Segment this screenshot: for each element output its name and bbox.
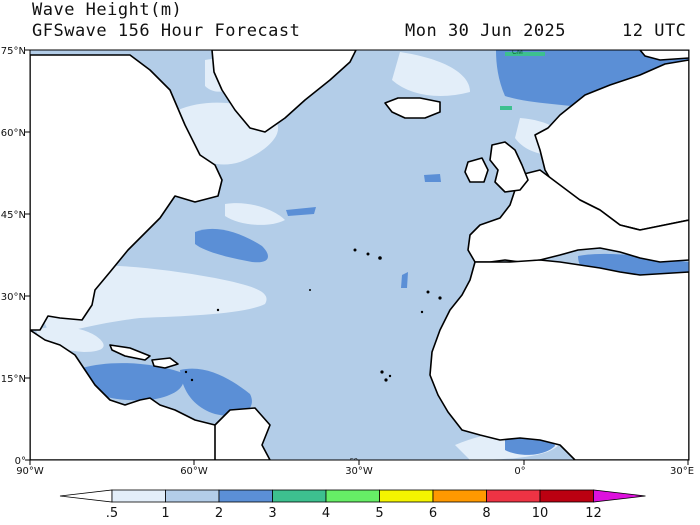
lat-tick-label: 15°N (1, 374, 26, 385)
colorbar-label: 4 (322, 506, 330, 521)
rough-zone-small-a (286, 207, 316, 216)
colorbar-label: 2 (215, 506, 223, 521)
colorbar-label: 10 (532, 506, 549, 521)
colorbar-swatch (486, 489, 541, 503)
colorbar-swatch (432, 489, 487, 503)
rough-zone-south-caribbean (180, 368, 252, 416)
lon-tick-label: 30°E (670, 466, 694, 477)
land-africa (429, 259, 689, 460)
colorbar-swatch (165, 489, 220, 503)
land-south-america (214, 407, 271, 460)
high-zone-patch-b (505, 52, 545, 56)
land-europe-mainland (467, 169, 689, 263)
lat-tick-label: 45°N (1, 210, 26, 221)
colorbar-label: 6 (429, 506, 437, 521)
land-iceland (384, 97, 441, 119)
land-british-isles (489, 141, 529, 193)
colorbar-swatch (111, 489, 166, 503)
small-islands (184, 248, 442, 382)
colorbar-min-arrow (59, 489, 113, 503)
colorbar-swatch (218, 489, 273, 503)
lon-tick-label: 0° (514, 466, 525, 477)
colorbar-swatch (325, 489, 380, 503)
calm-zone-central (225, 203, 285, 225)
forecast-time: 12 UTC (622, 21, 687, 41)
colorbar-max-arrow (593, 489, 646, 503)
rough-zone-small-b (424, 174, 441, 182)
map-label-cm: CM (512, 49, 523, 56)
calm-zone-arctic (392, 52, 470, 96)
chart-subtitle: GFSwave 156 Hour Forecast (32, 21, 301, 41)
lon-tick-label: 60°W (180, 466, 208, 477)
land-ireland (464, 157, 489, 183)
lon-axis: 90°W 60°W 30°W 0° 30°E (16, 460, 694, 477)
colorbar-label: .5 (106, 506, 118, 521)
land-svalbard (639, 50, 689, 61)
forecast-date: Mon 30 Jun 2025 (405, 21, 567, 41)
colorbar-label: 12 (585, 506, 602, 521)
land-greenland (211, 50, 357, 133)
colorbar-swatch (539, 489, 594, 503)
high-zone-patch-a (500, 106, 512, 110)
colorbar-label: 3 (268, 506, 276, 521)
land-cuba (109, 344, 151, 361)
rough-zone-north-atlantic (195, 228, 268, 263)
chart-title: Wave Height(m) (32, 0, 183, 20)
colorbar-label: 8 (482, 506, 490, 521)
rough-zone-caribbean (82, 363, 184, 401)
land-hispaniola (151, 357, 179, 369)
colorbar-swatch (272, 489, 327, 503)
colorbar-label: 5 (375, 506, 383, 521)
lat-tick-label: 75°N (1, 46, 26, 57)
landmasses (30, 50, 689, 460)
colorbar-swatch (379, 489, 434, 503)
rough-zone-small-c (401, 272, 408, 288)
map-area: CM 50 (30, 49, 689, 465)
lon-tick-label: 90°W (16, 466, 44, 477)
lon-tick-label: 30°W (345, 466, 373, 477)
lat-axis: 75°N 60°N 45°N 30°N 15°N 0° (1, 46, 30, 467)
map-label-50: 50 (350, 458, 358, 465)
land-north-america (30, 54, 223, 331)
lat-tick-label: 30°N (1, 292, 26, 303)
lat-tick-label: 0° (15, 456, 26, 467)
lat-tick-label: 60°N (1, 128, 26, 139)
colorbar-label: 1 (161, 506, 169, 521)
colorbar: .5 1 2 3 4 5 6 8 10 12 (59, 489, 646, 521)
